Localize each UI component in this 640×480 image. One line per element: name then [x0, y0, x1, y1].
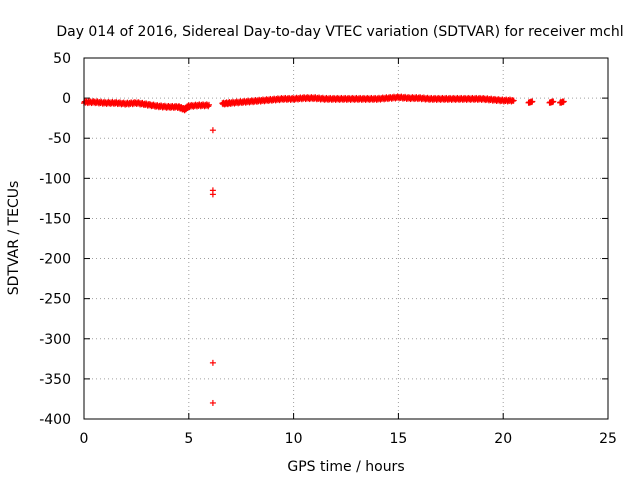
y-tick-label: -50 — [48, 131, 71, 147]
y-tick-label: -200 — [39, 252, 71, 268]
y-tick-label: -300 — [39, 332, 71, 348]
outlier-point — [209, 359, 216, 366]
axis-ticks: 0 5 10 15 20 25 50 0 -50 -100 -150 -200 -250 -300 -350… — [39, 51, 617, 447]
outlier-point — [209, 191, 216, 198]
plot-frame — [83, 57, 609, 420]
outlier-point — [209, 127, 216, 134]
x-tick-label: 15 — [389, 431, 407, 447]
chart-title: Day 014 of 2016, Sidereal Day-to-day VTE… — [56, 24, 623, 40]
data-point — [560, 98, 567, 105]
x-tick-label: 25 — [599, 431, 617, 447]
y-tick-label: -400 — [39, 412, 71, 428]
data-point — [550, 98, 557, 105]
y-tick-label: -250 — [39, 292, 71, 308]
data-points — [81, 93, 567, 406]
x-tick-label: 20 — [494, 431, 512, 447]
y-tick-label: 50 — [53, 51, 71, 67]
data-point — [560, 99, 567, 106]
x-tick-label: 5 — [184, 431, 193, 447]
y-tick-label: -100 — [39, 171, 71, 187]
data-point — [529, 98, 536, 105]
x-tick-label: 0 — [80, 431, 89, 447]
y-tick-label: 0 — [62, 91, 71, 107]
x-tick-label: 10 — [285, 431, 303, 447]
y-axis-label: SDTVAR / TECUs — [6, 181, 22, 296]
y-tick-label: -350 — [39, 372, 71, 388]
data-point — [206, 101, 213, 108]
data-point — [510, 97, 517, 104]
y-tick-label: -150 — [39, 211, 71, 227]
grid-lines — [84, 58, 608, 419]
data-point — [549, 99, 556, 106]
outlier-point — [209, 399, 216, 406]
data-point — [528, 99, 535, 106]
x-axis-label: GPS time / hours — [287, 459, 404, 475]
